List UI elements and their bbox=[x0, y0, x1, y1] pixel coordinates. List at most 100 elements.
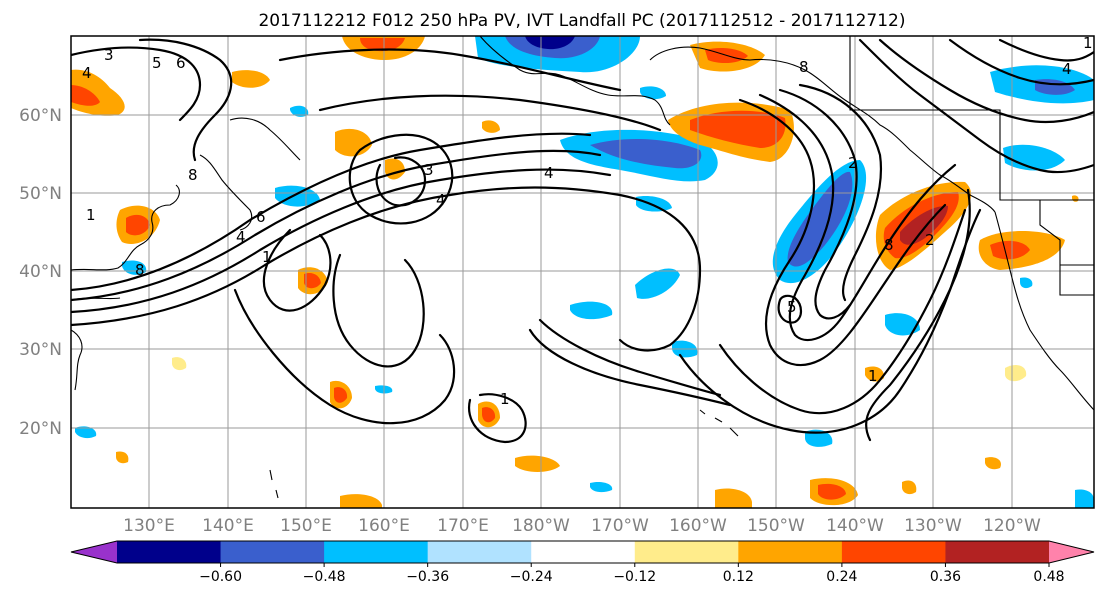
positive-anomaly-region bbox=[515, 455, 560, 472]
contour-label: 1 bbox=[86, 206, 96, 224]
contour-label: 4 bbox=[82, 64, 92, 82]
contour-label: 1 bbox=[1083, 34, 1093, 52]
contour-label: 8 bbox=[135, 261, 145, 279]
lon-label: 160°W bbox=[669, 516, 727, 536]
positive-anomaly-region bbox=[985, 457, 1001, 470]
positive-anomaly-region bbox=[482, 407, 496, 423]
colorbar-segment bbox=[220, 541, 325, 563]
contour-label: 1 bbox=[262, 248, 272, 266]
contour-label: 5 bbox=[152, 54, 162, 72]
lon-label: 130°W bbox=[904, 516, 962, 536]
negative-anomaly-region bbox=[635, 268, 680, 299]
colorbar-segment bbox=[324, 541, 429, 563]
contour-label: 3 bbox=[104, 46, 114, 64]
positive-anomaly-region bbox=[232, 70, 270, 88]
negative-anomaly-region bbox=[1003, 144, 1065, 171]
lat-label: 40°N bbox=[19, 262, 62, 282]
colorbar-extend-max bbox=[1049, 541, 1094, 563]
colorbar-tick-label: −0.12 bbox=[613, 569, 656, 585]
positive-anomaly-region bbox=[340, 494, 382, 508]
positive-anomaly-region bbox=[334, 387, 348, 403]
lon-label: 140°W bbox=[826, 516, 884, 536]
contour-label: 4 bbox=[544, 164, 554, 182]
colorbar-segment bbox=[117, 541, 222, 563]
colorbar-tick-label: 0.36 bbox=[930, 569, 961, 585]
contour-label: 8 bbox=[799, 58, 809, 76]
lon-label: 170°W bbox=[591, 516, 649, 536]
colorbar-segment bbox=[634, 541, 739, 563]
positive-anomaly-region bbox=[1005, 364, 1027, 382]
colorbar-segment bbox=[841, 541, 946, 563]
positive-anomaly-region bbox=[71, 85, 100, 106]
colorbar-segment bbox=[531, 541, 636, 563]
pv-contours bbox=[71, 38, 1094, 444]
contour-label: 8 bbox=[884, 236, 894, 254]
latitude-axis: 60°N 50°N 40°N 30°N 20°N bbox=[19, 106, 62, 439]
positive-anomaly-region bbox=[126, 214, 150, 236]
colorbar-segment bbox=[427, 541, 532, 563]
negative-anomaly-region bbox=[590, 481, 613, 493]
ivt-anomaly-shading bbox=[71, 36, 1094, 508]
colorbar-tick-label: 0.12 bbox=[723, 569, 754, 585]
positive-anomaly-region bbox=[335, 128, 372, 157]
positive-anomaly-region bbox=[690, 110, 786, 148]
negative-anomaly-region bbox=[525, 36, 575, 50]
negative-anomaly-region bbox=[885, 313, 920, 336]
lon-label: 120°W bbox=[983, 516, 1041, 536]
negative-anomaly-region bbox=[636, 196, 672, 212]
contour-label: 4 bbox=[436, 191, 446, 209]
contour-label: 8 bbox=[188, 166, 198, 184]
positive-anomaly-region bbox=[990, 240, 1030, 260]
positive-anomaly-region bbox=[865, 366, 885, 382]
lon-label: 180°W bbox=[512, 516, 570, 536]
longitude-axis: 130°E 140°E 150°E 160°E 170°E 180°W 170°… bbox=[123, 516, 1041, 536]
lon-label: 150°E bbox=[280, 516, 332, 536]
positive-anomaly-region bbox=[304, 273, 321, 289]
contour-label: 6 bbox=[176, 54, 186, 72]
contour-label: 4 bbox=[1062, 60, 1072, 78]
contour-label: 1 bbox=[500, 390, 510, 408]
contour-label: 1 bbox=[868, 367, 878, 385]
negative-anomaly-region bbox=[787, 171, 853, 267]
colorbar-segment bbox=[738, 541, 843, 563]
contour-label: 2 bbox=[925, 231, 935, 249]
positive-anomaly-region bbox=[818, 483, 846, 500]
colorbar-tick-label: −0.60 bbox=[199, 569, 242, 585]
contour-label: 6 bbox=[256, 208, 266, 226]
colorbar-tick-label: −0.36 bbox=[406, 569, 449, 585]
lon-label: 170°E bbox=[437, 516, 489, 536]
colorbar-tick-label: 0.48 bbox=[1033, 569, 1064, 585]
positive-anomaly-region bbox=[715, 488, 752, 508]
lat-label: 50°N bbox=[19, 184, 62, 204]
colorbar-extend-min bbox=[71, 541, 117, 563]
figure-title: 2017112212 F012 250 hPa PV, IVT Landfall… bbox=[258, 11, 905, 31]
negative-anomaly-region bbox=[275, 185, 320, 207]
lon-label: 160°E bbox=[358, 516, 410, 536]
contour-value-labels: 3 5 6 4 8 1 6 4 3 4 8 1 1 4 5 8 4 1 2 8 … bbox=[82, 34, 1093, 408]
contour-label: 4 bbox=[236, 228, 246, 246]
colorbar-tick-label: −0.48 bbox=[303, 569, 346, 585]
contour-label: 2 bbox=[848, 154, 858, 172]
negative-anomaly-region bbox=[1075, 489, 1094, 508]
positive-anomaly-region bbox=[172, 357, 187, 371]
lat-label: 20°N bbox=[19, 419, 62, 439]
negative-anomaly-region bbox=[640, 86, 666, 100]
negative-anomaly-region bbox=[290, 105, 309, 117]
lon-label: 150°W bbox=[747, 516, 805, 536]
colorbar-tick-label: −0.24 bbox=[510, 569, 553, 585]
colorbar-outline bbox=[70, 540, 1095, 564]
contour-label: 3 bbox=[424, 161, 434, 179]
positive-anomaly-region bbox=[360, 38, 405, 52]
negative-anomaly-region bbox=[805, 429, 833, 447]
positive-anomaly-region bbox=[116, 451, 129, 464]
lon-label: 140°E bbox=[202, 516, 254, 536]
colorbar-tick-label: 0.24 bbox=[826, 569, 857, 585]
positive-anomaly-region bbox=[482, 120, 500, 133]
lat-label: 60°N bbox=[19, 106, 62, 126]
map-frame bbox=[70, 35, 1095, 509]
negative-anomaly-region bbox=[1020, 277, 1033, 289]
colorbar-segment bbox=[945, 541, 1050, 563]
graticule bbox=[71, 36, 1094, 508]
lon-label: 130°E bbox=[123, 516, 175, 536]
